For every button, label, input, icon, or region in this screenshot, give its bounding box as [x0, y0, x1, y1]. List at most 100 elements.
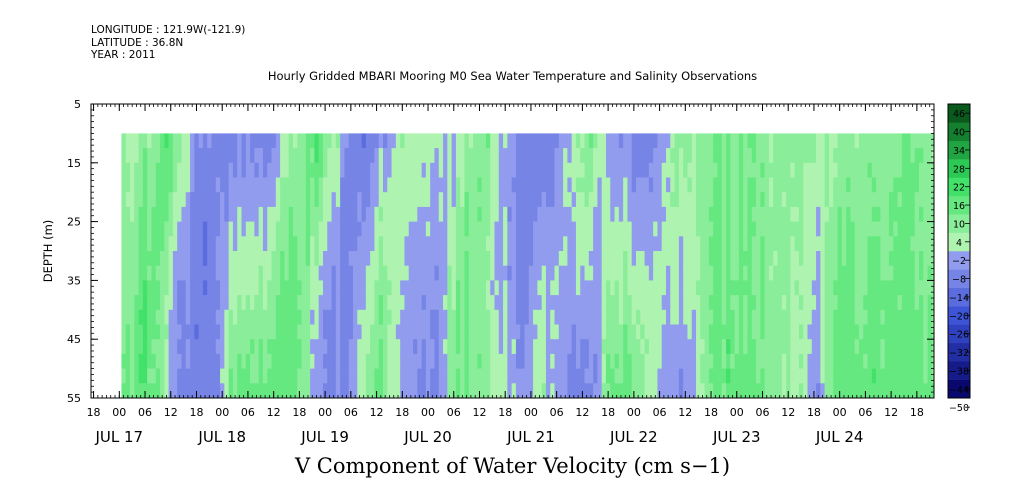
heatmap-cell — [863, 236, 868, 252]
heatmap-cell — [644, 251, 650, 267]
heatmap-cell — [344, 353, 350, 369]
heatmap-cell — [134, 295, 139, 311]
heatmap-cell — [691, 265, 697, 281]
heatmap-cell — [297, 236, 302, 252]
heatmap-cell — [348, 324, 354, 340]
heatmap-cell — [322, 221, 328, 237]
heatmap-cell — [498, 353, 504, 369]
heatmap-cell — [803, 148, 808, 164]
heatmap-cell — [618, 309, 624, 325]
heatmap-cell — [348, 309, 354, 325]
heatmap-cell — [687, 309, 693, 325]
heatmap-cell — [194, 265, 199, 281]
heatmap-cell — [134, 236, 139, 252]
heatmap-cell — [661, 324, 667, 340]
heatmap-cell — [494, 133, 500, 149]
heatmap-cell — [824, 148, 830, 164]
heatmap-cell — [888, 324, 894, 340]
heatmap-cell — [644, 236, 650, 252]
heatmap-cell — [773, 133, 778, 149]
heatmap-cell — [164, 339, 169, 355]
heatmap-cell — [130, 368, 135, 384]
heatmap-cell — [507, 295, 512, 311]
heatmap-cell — [867, 236, 873, 252]
heatmap-cell — [421, 324, 427, 340]
heatmap-cell — [828, 148, 834, 164]
heatmap-cell — [455, 353, 461, 369]
heatmap-cell — [241, 295, 247, 311]
heatmap-cell — [185, 324, 191, 340]
x-hour-tick-label: 00 — [730, 406, 744, 419]
heatmap-cell — [884, 251, 890, 267]
heatmap-cell — [863, 148, 868, 164]
x-hour-tick-label: 18 — [189, 406, 203, 419]
heatmap-cell — [807, 368, 813, 384]
heatmap-cell — [284, 280, 290, 296]
heatmap-cell — [262, 221, 268, 237]
heatmap-cell — [147, 148, 152, 164]
heatmap-cell — [391, 324, 397, 340]
heatmap-cell — [854, 192, 860, 208]
heatmap-cell — [262, 162, 268, 178]
heatmap-cell — [593, 133, 598, 149]
longitude-label: LONGITUDE : 121.9W(-121.9) — [91, 24, 246, 36]
heatmap-cell — [395, 324, 401, 340]
heatmap-cell — [511, 295, 517, 311]
heatmap-cell — [666, 251, 671, 267]
heatmap-cell — [473, 368, 478, 384]
heatmap-cell — [228, 162, 234, 178]
heatmap-cell — [147, 295, 152, 311]
heatmap-cell — [267, 192, 272, 208]
heatmap-cell — [515, 280, 521, 296]
heatmap-cell — [820, 251, 826, 267]
heatmap-cell — [331, 265, 337, 281]
heatmap-cell — [588, 206, 594, 222]
heatmap-cell — [164, 251, 169, 267]
heatmap-cell — [275, 221, 281, 237]
heatmap-cell — [811, 324, 817, 340]
heatmap-cell — [863, 221, 868, 237]
heatmap-cell — [160, 339, 165, 355]
heatmap-cell — [893, 148, 898, 164]
heatmap-cell — [352, 192, 358, 208]
heatmap-cell — [550, 309, 555, 325]
heatmap-cell — [515, 206, 521, 222]
heatmap-cell — [151, 221, 157, 237]
heatmap-cell — [443, 353, 448, 369]
heatmap-cell — [580, 295, 585, 311]
heatmap-cell — [190, 133, 195, 149]
heatmap-cell — [490, 339, 495, 355]
heatmap-cell — [211, 265, 217, 281]
heatmap-cell — [503, 368, 508, 384]
heatmap-cell — [605, 295, 611, 311]
heatmap-cell — [811, 177, 817, 193]
heatmap-cell — [301, 339, 307, 355]
heatmap-cell — [824, 221, 830, 237]
heatmap-cell — [310, 324, 315, 340]
heatmap-cell — [224, 236, 229, 252]
heatmap-cell — [816, 353, 821, 369]
heatmap-cell — [593, 295, 598, 311]
heatmap-cell — [841, 295, 847, 311]
heatmap-cell — [344, 236, 350, 252]
heatmap-cell — [280, 295, 285, 311]
heatmap-cell — [190, 177, 195, 193]
heatmap-cell — [207, 280, 212, 296]
heatmap-cell — [901, 383, 907, 399]
heatmap-cell — [708, 236, 714, 252]
heatmap-cell — [653, 177, 658, 193]
heatmap-cell — [207, 221, 212, 237]
heatmap-cell — [563, 133, 568, 149]
heatmap-cell — [575, 295, 581, 311]
heatmap-cell — [631, 148, 637, 164]
heatmap-cell — [683, 280, 688, 296]
heatmap-cell — [901, 236, 907, 252]
heatmap-cell — [696, 192, 701, 208]
heatmap-cell — [297, 280, 302, 296]
heatmap-cell — [558, 251, 564, 267]
heatmap-cell — [378, 206, 384, 222]
heatmap-cell — [198, 383, 204, 399]
heatmap-cell — [653, 265, 658, 281]
heatmap-cell — [258, 192, 264, 208]
heatmap-cell — [177, 295, 182, 311]
